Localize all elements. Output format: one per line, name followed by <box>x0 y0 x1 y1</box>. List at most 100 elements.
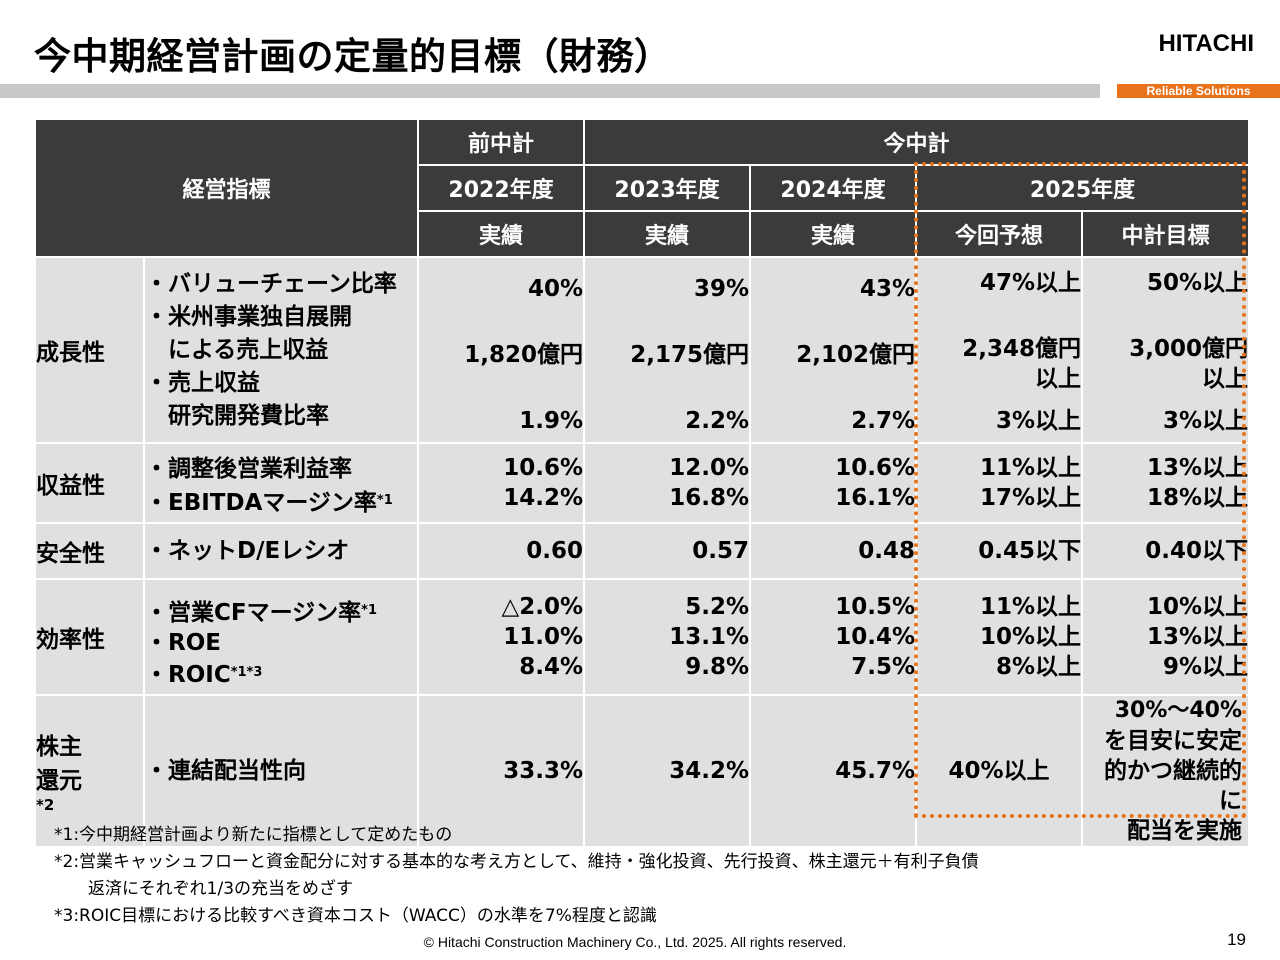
value: 11%以上 <box>979 594 1082 620</box>
footnote-mark: *1 <box>361 603 377 618</box>
indicator-cell: ・営業CFマージン率*1 ・ROE ・ROIC*1*3 <box>142 578 420 696</box>
value: 5.2% <box>685 594 750 620</box>
footnote: *2:営業キャッシュフローと資金配分に対する基本的な考え方として、維持・強化投資… <box>54 852 979 872</box>
page-title: 今中期経営計画の定量的目標（財務） <box>34 35 672 78</box>
value: 39% <box>693 276 750 302</box>
value-cell: 11%以上 10%以上 8%以上 <box>915 578 1084 696</box>
value: 0.60 <box>417 522 586 580</box>
value: 10.6% <box>503 455 584 481</box>
indicator-label: ・ROIC <box>145 662 231 688</box>
value: 2,175億円 <box>630 342 750 368</box>
value: 7.5% <box>851 654 916 680</box>
table-row: 収益性 ・調整後営業利益率 ・EBITDAマージン率*1 10.6% 14.2%… <box>34 442 1251 524</box>
indicator-header: 経営指標 <box>33 118 420 258</box>
year-2025-header: 2025年度 <box>915 164 1251 212</box>
value: 12.0% <box>669 455 750 481</box>
footnote: 返済にそれぞれ1/3の充当をめざす <box>88 879 354 899</box>
value: 13%以上 <box>1146 624 1249 650</box>
indicator-label: ・調整後営業利益率 <box>145 455 352 482</box>
category-safety: 安全性 <box>34 522 145 580</box>
footnote: *3:ROIC目標における比較すべき資本コスト（WACC）の水準を7%程度と認識 <box>54 906 657 926</box>
value: △2.0% <box>501 594 584 620</box>
value-cell: 10%以上 13%以上 9%以上 <box>1081 578 1251 696</box>
value: 10.4% <box>835 624 916 650</box>
value: 16.1% <box>835 485 916 511</box>
value-cell: 12.0% 16.8% <box>583 442 752 524</box>
value: 2.7% <box>851 408 916 434</box>
value-cell: 50%以上 3,000億円 以上 3%以上 <box>1081 256 1251 444</box>
value: 0.48 <box>749 522 918 580</box>
year-2023-header: 2023年度 <box>583 164 752 212</box>
footnotes: *1:今中期経営計画より新たに指標として定めたもの *2:営業キャッシュフローと… <box>54 822 979 930</box>
value: を目安に安定 <box>1104 728 1243 754</box>
value: 33.3% <box>417 694 586 848</box>
value: 11.0% <box>503 624 584 650</box>
category-label: 株主 <box>36 734 82 760</box>
indicator-label: ・売上収益 <box>145 369 260 396</box>
value: 8.4% <box>519 654 584 680</box>
indicator-label: ・EBITDAマージン率 <box>145 489 377 516</box>
value: 10%以上 <box>979 624 1082 650</box>
indicator-cell: ・調整後営業利益率 ・EBITDAマージン率*1 <box>142 442 420 524</box>
value: 13.1% <box>669 624 750 650</box>
subheader-target: 中計目標 <box>1081 210 1251 258</box>
table-row: 株主 還元 *2 ・連結配当性向 33.3% 34.2% 45.7% 40%以上… <box>34 694 1251 848</box>
curr-plan-header: 今中計 <box>583 118 1251 166</box>
subheader-actual-2024: 実績 <box>749 210 918 258</box>
value: 10.6% <box>835 455 916 481</box>
copyright: © Hitachi Construction Machinery Co., Lt… <box>423 934 847 950</box>
footnote-mark: *1 <box>376 492 393 508</box>
value-cell: 39% 2,175億円 2.2% <box>583 256 752 444</box>
value-cell: 10.6% 16.1% <box>749 442 918 524</box>
value: 13%以上 <box>1146 455 1249 481</box>
value: 1,820億円 <box>464 342 584 368</box>
indicator-label: ・ネットD/Eレシオ <box>145 537 350 564</box>
value: 34.2% <box>583 694 752 848</box>
value-cell: 10.5% 10.4% 7.5% <box>749 578 918 696</box>
value-cell: 47%以上 2,348億円 以上 3%以上 <box>915 256 1084 444</box>
prev-plan-header: 前中計 <box>417 118 586 166</box>
value: 以上 <box>1035 366 1082 392</box>
value: 43% <box>859 276 916 302</box>
category-efficiency: 効率性 <box>34 578 145 696</box>
value: 的かつ継続的に <box>1104 758 1243 814</box>
value: 3,000億円 <box>1129 336 1249 362</box>
value: 3%以上 <box>995 408 1082 434</box>
value: 9%以上 <box>1162 654 1249 680</box>
value-cell: 11%以上 17%以上 <box>915 442 1084 524</box>
value: 47%以上 <box>979 270 1082 296</box>
value-cell: 30%～40% を目安に安定 的かつ継続的に 配当を実施 <box>1081 694 1251 848</box>
category-growth: 成長性 <box>34 256 145 444</box>
indicator-label: 研究開発費比率 <box>145 402 329 429</box>
value: 40%以上 <box>915 694 1084 848</box>
value: 40% <box>527 276 584 302</box>
value: 配当を実施 <box>1127 818 1243 844</box>
value-cell: △2.0% 11.0% 8.4% <box>417 578 586 696</box>
footnote: *1:今中期経営計画より新たに指標として定めたもの <box>54 825 453 845</box>
value: 以上 <box>1202 366 1249 392</box>
value: 45.7% <box>749 694 918 848</box>
footnote-mark: *2 <box>36 796 55 814</box>
page-number: 19 <box>1227 930 1246 949</box>
year-2022-header: 2022年度 <box>417 164 586 212</box>
value: 0.57 <box>583 522 752 580</box>
tagline-badge: Reliable Solutions <box>1117 84 1280 98</box>
category-shareholder-return: 株主 還元 *2 <box>34 694 145 848</box>
value: 16.8% <box>669 485 750 511</box>
category-label: 還元 <box>36 768 82 794</box>
table-row: 成長性 ・バリューチェーン比率 ・米州事業独自展開 による売上収益 ・売上収益 … <box>34 256 1251 444</box>
indicator-label: による売上収益 <box>145 336 329 363</box>
value: 14.2% <box>503 485 584 511</box>
hitachi-logo: HITACHI <box>1158 30 1254 57</box>
value-cell: 5.2% 13.1% 9.8% <box>583 578 752 696</box>
value-cell: 40% 1,820億円 1.9% <box>417 256 586 444</box>
indicator-cell: ・ネットD/Eレシオ <box>142 522 420 580</box>
value: 0.40以下 <box>1081 522 1251 580</box>
indicator-cell: ・バリューチェーン比率 ・米州事業独自展開 による売上収益 ・売上収益 研究開発… <box>142 256 420 444</box>
value: 50%以上 <box>1146 270 1249 296</box>
year-2024-header: 2024年度 <box>749 164 918 212</box>
value-cell: 10.6% 14.2% <box>417 442 586 524</box>
value: 18%以上 <box>1146 485 1249 511</box>
value: 1.9% <box>519 408 584 434</box>
indicator-label: ・連結配当性向 <box>145 757 306 784</box>
